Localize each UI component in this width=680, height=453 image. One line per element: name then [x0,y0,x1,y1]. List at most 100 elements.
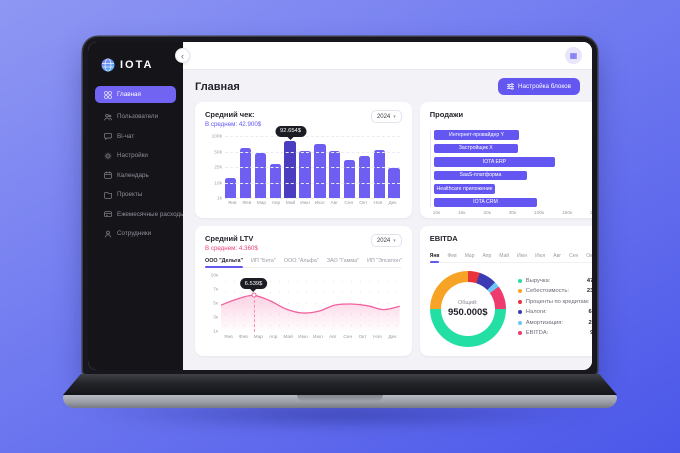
ltv-tab[interactable]: ЗАО "Гамма" [326,258,360,264]
ltv-tab[interactable]: ИП "Эпсилон" [367,258,402,264]
chevron-down-icon: ▾ [393,113,396,120]
cards-grid: Средний чек: В среднем: 42.900$ 2024 ▾ [195,102,592,356]
bar-Окт[interactable] [358,155,371,198]
ebitda-month-tab[interactable]: Фев [447,253,457,259]
bar-Апр[interactable] [269,163,281,198]
bar-Фев[interactable] [239,148,252,198]
avg-check-year-select[interactable]: 2024 ▾ [370,110,402,123]
legend-dot [517,310,522,314]
x-axis-label: Июл [314,201,325,206]
legend-value: 28.500$ (2.5%) [588,319,592,326]
x-axis-label: Окт [358,335,367,340]
laptop-front-edge [63,395,617,408]
sidebar-collapse-button[interactable]: ‹ [175,48,190,63]
ltv-year-select[interactable]: 2024 ▾ [370,234,402,247]
bar-Янв[interactable] [225,178,237,198]
settings-blocks-label: Настройка блоков [518,83,571,90]
bar-Ноя[interactable] [373,149,385,198]
y-axis-label: 3к [213,315,218,321]
x-axis-label: 30к [508,211,517,216]
x-axis-label: Апр [271,201,281,206]
ltv-tab[interactable]: ИП "Бета" [251,258,276,264]
ebitda-month-tab[interactable]: Июл [535,253,546,259]
bar-Июл[interactable] [314,144,326,198]
gridline: 50k [214,150,400,155]
legend-value: 95.000$ (10%) [590,330,592,336]
legend-row: Выручка: 475.000$ (50%) [517,278,592,284]
sales-bar[interactable]: IOTA ERP [433,157,556,167]
sidebar-item-grid[interactable]: Главная [95,86,176,103]
donut-center-value: 950.000$ [447,307,488,318]
sales-bar[interactable]: Застройщик X [433,143,518,153]
sidebar-menu: Главная Пользователи Bi-чат Настройки Календ… [88,86,185,244]
laptop-base [63,374,617,395]
wallet-icon [104,211,112,218]
gridline: 1k [217,197,400,202]
ebitda-month-tab[interactable]: Апр [482,253,492,259]
marker-guide-line [253,295,255,332]
x-axis-label: Янв [227,201,237,206]
ltv-month-labels: Янв Фев Мар Апр Май Июн Июл Авг Сен Окт Ноя Дек [221,335,400,340]
sidebar-item-gear[interactable]: Настройки [88,146,183,166]
settings-blocks-button[interactable]: Настройка блоков [498,78,580,95]
logo: IOTA [88,54,183,86]
ltv-tab[interactable]: ООО "Дельта" [205,258,243,268]
x-axis-label: 20к [483,211,491,216]
ebitda-month-tab[interactable]: Янв [429,253,440,263]
gear-icon [104,152,112,160]
sidebar-item-wallet[interactable]: Ежемесячные расходы [88,205,185,225]
ebitda-month-tab[interactable]: Июн [517,253,528,259]
sales-bar[interactable]: IOTA CRM [433,197,538,207]
x-axis-label: Окт [359,201,368,206]
sales-title: Продажи [429,110,464,119]
x-axis-label: Май [283,335,293,340]
sidebar-item-folder[interactable]: Проекты [88,185,183,205]
ltv-company-tabs: ООО "Дельта" ИП "Бета" ООО "Альфа" ЗАО "Гам… [205,258,402,268]
legend-row: EBITDA: 95.000$ (10%) [517,330,592,336]
legend-label: EBITDA: [525,330,549,336]
ebitda-donut-chart[interactable]: Общий: 950.000$ [429,271,506,347]
x-axis-label: Апр [268,335,278,340]
bar-Июн[interactable] [299,150,311,198]
sales-bar[interactable]: SaaS-платформа [433,170,528,180]
sidebar-item-person[interactable]: Сотрудники [88,224,183,244]
sales-bar[interactable]: Интернет-провайдер Y [433,130,520,140]
users-icon [104,113,112,121]
ebitda-month-tab[interactable]: Авг [553,253,562,259]
logo-text: IOTA [120,59,154,71]
sidebar-item-calendar[interactable]: Календарь [88,166,183,186]
calendar-icon [104,171,112,179]
sidebar-item-users[interactable]: Пользователи [88,107,183,127]
bar-Май[interactable] [284,140,296,198]
sidebar-item-chat[interactable]: Bi-чат [88,127,183,147]
ebitda-month-tab[interactable]: Сен [569,253,579,259]
ltv-tab[interactable]: ООО "Альфа" [283,258,319,264]
x-axis-label: Сен [343,335,353,340]
apps-grid-button[interactable]: ▦ [565,47,582,64]
sales-axis-labels: 10к15к20к30к100к150к200к250к [430,211,592,216]
y-axis-label: 25k [214,165,222,171]
sales-bar[interactable]: Healthcare приложение [433,184,496,194]
y-axis-label: 1k [216,196,222,202]
bar-Мар[interactable] [254,152,267,198]
laptop-notch [297,395,383,401]
legend-value: 237.500$ (25%) [586,288,592,294]
ebitda-month-tab[interactable]: Окт [586,253,592,259]
bar-Авг[interactable] [329,150,341,198]
x-axis-label: Май [285,201,296,206]
bar-Сен[interactable] [343,159,356,198]
legend-dot [517,299,522,304]
x-axis-label: 100к [534,211,545,216]
x-axis-label: 200к [590,211,592,216]
legend-dot [517,331,522,335]
gridline: 100k [212,135,400,140]
sales-bars: Интернет-провайдер Y Застройщик X IOTA ERP… [429,130,592,207]
ebitda-month-tab[interactable]: Май [499,253,510,259]
ltv-title: Средний LTV [205,234,254,243]
legend-value: 66.500$ (7.5%) [588,309,592,315]
legend-label: Налоги: [525,309,547,315]
ebitda-month-tab[interactable]: Мар [464,253,475,259]
avg-check-bar-chart: 92.654$ 100k 50k 25k 10k 1k [212,125,400,202]
legend-dot [517,320,522,325]
